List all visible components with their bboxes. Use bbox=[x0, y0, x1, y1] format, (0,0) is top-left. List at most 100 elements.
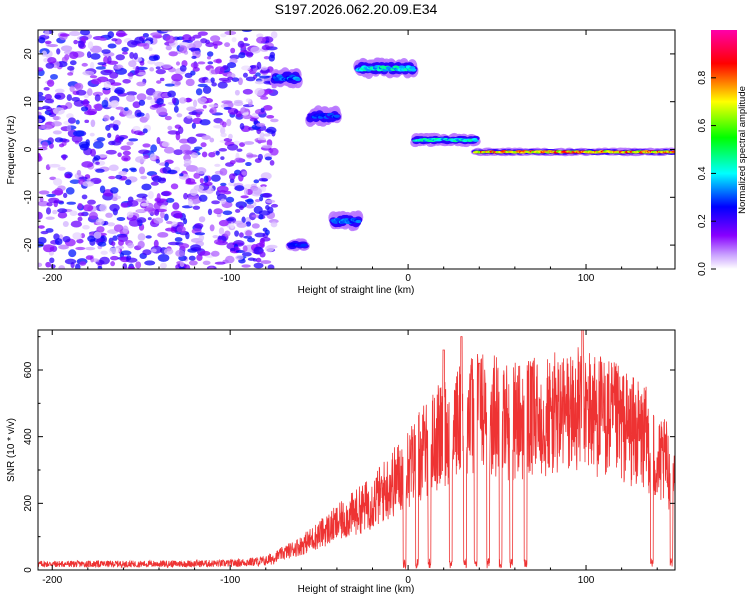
noise-blob bbox=[38, 37, 46, 44]
noise-blob bbox=[192, 34, 202, 39]
noise-blob bbox=[214, 163, 221, 167]
noise-blob bbox=[210, 77, 215, 84]
noise-blob bbox=[126, 141, 134, 146]
noise-blob bbox=[167, 130, 179, 135]
noise-blob bbox=[45, 207, 52, 215]
noise-blob bbox=[197, 83, 208, 88]
noise-blob bbox=[154, 208, 160, 216]
noise-blob bbox=[39, 196, 44, 203]
noise-blob bbox=[221, 121, 227, 128]
noise-blob bbox=[112, 235, 118, 241]
noise-blob bbox=[135, 156, 146, 163]
noise-blob bbox=[230, 247, 236, 252]
noise-blob bbox=[218, 227, 225, 235]
noise-blob bbox=[140, 202, 149, 207]
noise-blob bbox=[89, 61, 95, 70]
noise-blob bbox=[81, 161, 94, 168]
noise-blob bbox=[97, 241, 107, 247]
noise-blob bbox=[115, 134, 120, 143]
noise-blob bbox=[263, 133, 271, 137]
noise-blob bbox=[254, 232, 266, 238]
noise-blob bbox=[211, 200, 220, 205]
noise-blob bbox=[140, 175, 148, 180]
noise-blob bbox=[253, 179, 260, 184]
noise-blob bbox=[46, 193, 56, 198]
noise-blob bbox=[188, 255, 196, 261]
noise-blob bbox=[188, 47, 201, 51]
noise-blob bbox=[261, 144, 273, 149]
noise-blob bbox=[199, 119, 211, 126]
noise-blob bbox=[92, 91, 104, 97]
noise-blob bbox=[46, 106, 53, 112]
y-tick-label: 10 bbox=[23, 96, 34, 108]
noise-blob bbox=[261, 185, 267, 192]
noise-blob bbox=[135, 65, 140, 74]
noise-blob bbox=[90, 53, 101, 60]
noise-blob bbox=[184, 264, 191, 269]
noise-blob bbox=[90, 45, 102, 54]
noise-blob bbox=[77, 40, 85, 48]
noise-blob bbox=[47, 44, 58, 48]
noise-blob bbox=[260, 96, 269, 100]
noise-blob bbox=[202, 85, 212, 94]
noise-blob bbox=[108, 247, 121, 254]
noise-blob bbox=[239, 205, 244, 211]
noise-blob bbox=[57, 211, 68, 219]
noise-blob bbox=[66, 113, 74, 119]
noise-blob bbox=[127, 242, 135, 249]
noise-blob bbox=[260, 107, 265, 113]
noise-blob bbox=[93, 155, 101, 161]
noise-blob bbox=[82, 99, 89, 107]
noise-blob bbox=[218, 148, 228, 152]
noise-blob bbox=[45, 216, 55, 220]
noise-blob bbox=[38, 153, 42, 162]
noise-blob bbox=[100, 250, 108, 255]
noise-blob bbox=[245, 76, 256, 82]
noise-blob bbox=[254, 87, 265, 96]
noise-blob bbox=[157, 232, 169, 238]
noise-blob bbox=[52, 115, 61, 121]
noise-blob bbox=[43, 86, 50, 91]
noise-blob bbox=[161, 141, 170, 147]
noise-blob bbox=[148, 47, 153, 52]
noise-blob bbox=[209, 107, 217, 115]
noise-blob bbox=[41, 50, 48, 57]
noise-blob bbox=[212, 235, 219, 239]
noise-blob bbox=[266, 114, 275, 119]
noise-blob bbox=[155, 69, 166, 75]
noise-blob bbox=[210, 174, 221, 182]
noise-blob bbox=[231, 77, 240, 82]
noise-blob bbox=[234, 157, 244, 163]
noise-blob bbox=[156, 193, 161, 201]
noise-blob bbox=[122, 150, 131, 156]
noise-blob bbox=[241, 171, 248, 176]
noise-blob bbox=[188, 111, 198, 116]
noise-blob bbox=[173, 105, 179, 113]
noise-blob bbox=[178, 138, 190, 144]
noise-blob bbox=[87, 41, 94, 50]
noise-blob bbox=[231, 37, 237, 43]
noise-blob bbox=[208, 151, 216, 158]
noise-blob bbox=[115, 174, 123, 180]
noise-blob bbox=[195, 167, 207, 175]
noise-blob bbox=[155, 66, 161, 70]
noise-blob bbox=[190, 152, 199, 159]
noise-blob bbox=[44, 93, 52, 101]
noise-blob bbox=[182, 149, 192, 155]
noise-blob bbox=[252, 258, 257, 262]
noise-blob bbox=[108, 140, 116, 146]
noise-blob bbox=[259, 132, 265, 139]
noise-blob bbox=[124, 107, 129, 112]
noise-blob bbox=[216, 185, 229, 193]
noise-blob bbox=[179, 261, 185, 268]
noise-blob bbox=[156, 98, 164, 105]
noise-blob bbox=[51, 121, 62, 127]
noise-blob bbox=[220, 126, 226, 135]
noise-blob bbox=[165, 35, 176, 44]
noise-blob bbox=[270, 203, 279, 208]
noise-blob bbox=[84, 119, 90, 123]
noise-blob bbox=[192, 66, 200, 72]
noise-blob bbox=[94, 94, 101, 102]
x-tick-label: -200 bbox=[42, 575, 62, 586]
noise-blob bbox=[214, 67, 219, 75]
